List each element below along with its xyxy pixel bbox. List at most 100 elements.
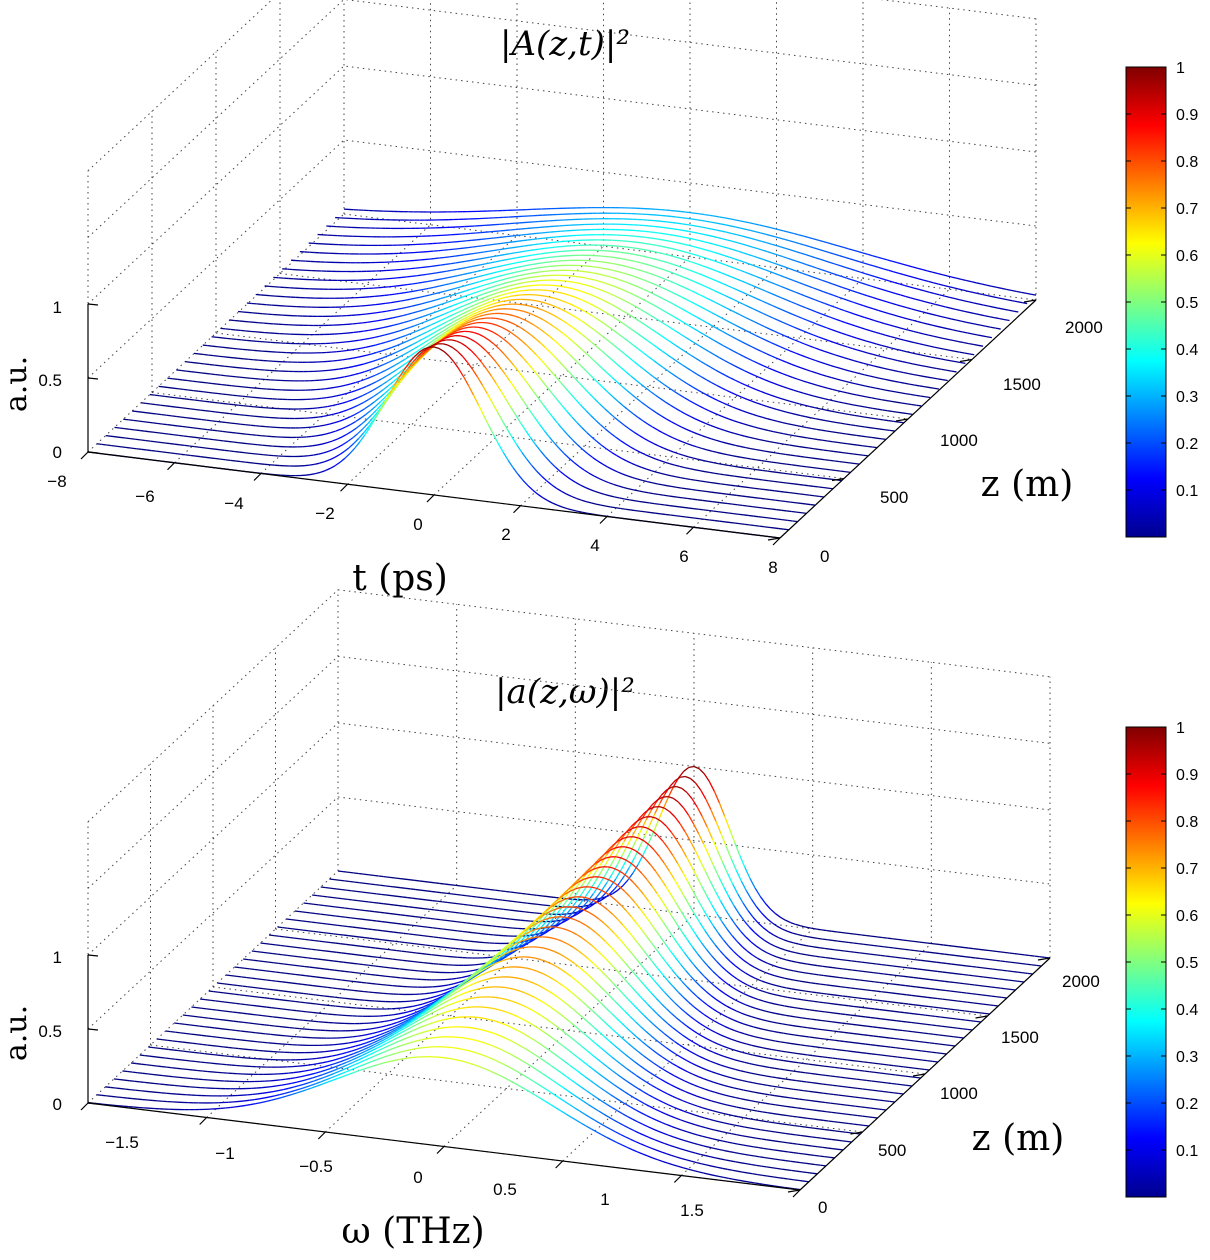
- curve-segment: [820, 258, 826, 262]
- curve-segment: [539, 270, 545, 273]
- curve-segment: [670, 514, 676, 517]
- curve-segment: [824, 302, 831, 306]
- curve-segment: [398, 877, 405, 880]
- curve-segment: [618, 420, 625, 426]
- curve-segment: [687, 814, 695, 825]
- curve-segment: [359, 338, 365, 341]
- curve-segment: [846, 392, 853, 395]
- curve-segment: [406, 362, 413, 368]
- curve-segment: [466, 922, 472, 925]
- curve-segment: [545, 251, 551, 254]
- curve-segment: [159, 395, 165, 398]
- curve-segment: [790, 454, 796, 457]
- curve-segment: [731, 494, 737, 496]
- curve-segment: [444, 910, 450, 913]
- curve-segment: [730, 266, 737, 270]
- curve-segment: [525, 430, 532, 439]
- curve-segment: [655, 238, 661, 241]
- curve-segment: [365, 410, 371, 416]
- curve-segment: [520, 422, 527, 432]
- curve-segment: [784, 443, 790, 446]
- curve-segment: [973, 948, 979, 950]
- curve-segment: [757, 298, 763, 302]
- curve-segment: [763, 258, 769, 262]
- curve-segment: [702, 265, 708, 269]
- curve-segment: [392, 316, 398, 319]
- curve-segment: [744, 221, 750, 224]
- curve-segment: [476, 376, 483, 386]
- curve-segment: [787, 311, 793, 315]
- curve-segment: [329, 377, 335, 380]
- curve-segment: [528, 267, 534, 271]
- curve-segment: [633, 247, 639, 250]
- curve-segment: [759, 895, 766, 904]
- curve-segment: [640, 262, 646, 265]
- curve-segment: [997, 297, 1003, 300]
- curve-segment: [660, 238, 666, 242]
- curve-segment: [704, 348, 711, 353]
- curve-segment: [339, 906, 345, 909]
- curve-segment: [562, 919, 569, 924]
- curve-segment: [917, 267, 923, 271]
- curve-segment: [817, 384, 823, 388]
- curve-segment: [443, 350, 450, 357]
- curve-segment: [680, 210, 686, 213]
- curve-segment: [834, 253, 840, 257]
- curve-segment: [752, 916, 759, 924]
- curve-segment: [898, 272, 904, 276]
- curve-segment: [749, 524, 755, 527]
- curve-segment: [680, 515, 686, 518]
- curve-segment: [480, 303, 486, 307]
- curve-segment: [222, 430, 228, 433]
- curve-segment: [874, 319, 880, 323]
- curve-segment: [336, 350, 342, 353]
- curve-segment: [869, 318, 875, 322]
- curve-segment: [767, 367, 774, 371]
- curve-segment: [796, 464, 802, 467]
- curve-segment: [695, 418, 701, 422]
- curve-segment: [234, 366, 240, 369]
- curve-segment: [649, 456, 656, 460]
- curve-segment: [449, 313, 456, 317]
- curve-segment: [746, 343, 753, 348]
- curve-segment: [531, 305, 538, 309]
- curve-segment: [983, 304, 989, 307]
- curve-segment: [443, 283, 449, 286]
- curve-segment: [863, 362, 869, 366]
- curve-segment: [555, 466, 561, 473]
- curve-segment: [345, 383, 351, 386]
- curve-segment: [453, 281, 459, 284]
- curve-segment: [673, 505, 680, 508]
- curve-segment: [217, 430, 223, 433]
- curve-segment: [382, 385, 389, 391]
- curve-segment: [699, 345, 706, 350]
- curve-segment: [388, 285, 394, 288]
- curve-segment: [964, 352, 970, 355]
- curve-segment: [700, 789, 707, 800]
- curve-segment: [855, 325, 861, 329]
- curve-segment: [476, 896, 483, 899]
- curve-segment: [218, 402, 225, 405]
- curve-segment: [361, 313, 367, 316]
- curve-segment: [464, 306, 470, 310]
- curve-segment: [900, 349, 907, 353]
- curve-segment: [716, 384, 723, 389]
- curve-segment: [236, 432, 243, 435]
- curve-segment: [325, 432, 332, 435]
- curve-segment: [898, 370, 904, 374]
- curve-segment: [789, 337, 795, 341]
- curve-segment: [854, 951, 860, 954]
- curve-segment: [971, 281, 977, 284]
- curve-segment: [701, 490, 707, 493]
- curve-segment: [839, 460, 845, 463]
- curve-segment: [707, 500, 713, 503]
- curve-segment: [749, 487, 756, 489]
- curve-segment: [549, 246, 555, 249]
- curve-segment: [803, 484, 809, 487]
- curve-segment: [773, 317, 779, 322]
- curve-segment: [681, 250, 687, 253]
- curve-segment: [599, 280, 606, 284]
- curve-segment: [993, 306, 999, 309]
- curve-segment: [487, 243, 493, 246]
- curve-segment: [727, 502, 733, 505]
